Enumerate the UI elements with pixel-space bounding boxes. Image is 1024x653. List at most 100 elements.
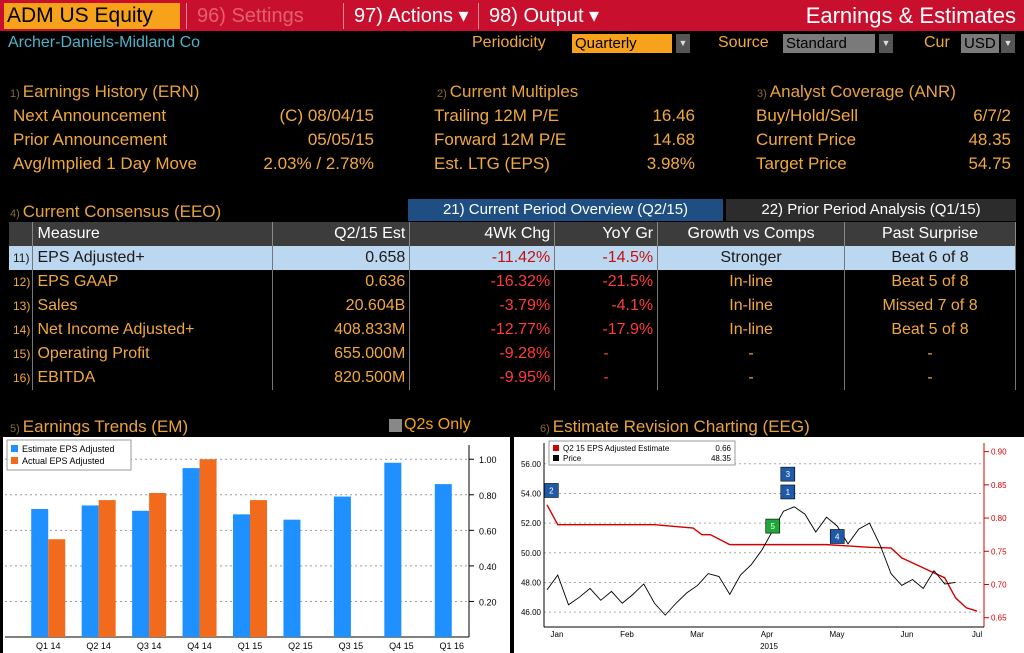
ticker-field[interactable]: ADM US Equity [4, 3, 180, 29]
column-header-measure[interactable]: Measure [32, 222, 274, 246]
output-menu[interactable]: 98) Output ▾ [478, 3, 624, 29]
row-surprise: - [844, 366, 1016, 390]
legend-swatch [553, 455, 559, 461]
prior-announcement-label: Prior Announcement [13, 130, 168, 149]
y-tick-label: 0.20 [479, 597, 497, 607]
row-yoy-gr: -4.1% [554, 294, 659, 318]
row-measure[interactable]: Net Income Adjusted+ [32, 318, 274, 342]
earnings-trends-title[interactable]: 5) Earnings Trends (EM) [10, 417, 189, 436]
x-tick-label: Q3 14 [137, 641, 162, 651]
source-select[interactable]: Standard [783, 34, 875, 53]
bar-actual [149, 493, 167, 637]
table-row[interactable]: 14) Net Income Adjusted+ 408.833M -12.77… [9, 318, 1016, 342]
table-row[interactable]: 16) EBITDA 820.500M -9.95% - - - [9, 366, 1016, 390]
x-tick-label: Q2 14 [86, 641, 111, 651]
row-surprise: Missed 7 of 8 [844, 294, 1016, 318]
row-measure[interactable]: Sales [32, 294, 274, 318]
earnings-history-title[interactable]: 1) Earnings History (ERN) [10, 82, 200, 101]
x-tick-label: Q4 14 [187, 641, 212, 651]
y-tick-label: 1.00 [479, 455, 497, 465]
legend-label: Estimate EPS Adjusted [22, 444, 115, 454]
row-measure[interactable]: EPS GAAP [32, 270, 274, 294]
column-header-growth-vs-comps[interactable]: Growth vs Comps [657, 222, 846, 246]
column-header-estimate[interactable]: Q2/15 Est [272, 222, 411, 246]
left-tick-label: 48.00 [521, 578, 542, 587]
estimate-line [546, 504, 978, 612]
earnings-trends-svg: 1.00 0.80 0.60 0.40 0.20 Q1 14 Q2 14 Q3 14 Q4 14… [5, 439, 497, 651]
est-ltg-value: 3.98% [646, 154, 695, 173]
table-row[interactable]: 13) Sales 20.604B -3.79% -4.1% In-line M… [9, 294, 1016, 318]
current-price-label: Current Price [756, 130, 857, 149]
row-surprise: Beat 5 of 8 [844, 270, 1016, 294]
legend-label: Q2 15 EPS Adjusted Estimate [563, 444, 670, 453]
table-row[interactable]: 12) EPS GAAP 0.636 -16.32% -21.5% In-lin… [9, 270, 1016, 294]
table-row[interactable]: 15) Operating Profit 655.000M -9.28% - -… [9, 342, 1016, 366]
event-marker [765, 518, 781, 534]
column-header-yoy-gr[interactable]: YoY Gr [554, 222, 659, 246]
source-label: Source [718, 34, 769, 51]
row-index: 16) [9, 366, 34, 390]
x-tick-label: Q1 15 [238, 641, 263, 651]
column-header-4wk-chg[interactable]: 4Wk Chg [409, 222, 556, 246]
consensus-table: Measure Q2/15 Est 4Wk Chg YoY Gr Growth … [9, 222, 1016, 390]
right-tick-label: 0.75 [991, 547, 1007, 556]
row-estimate: 408.833M [272, 318, 411, 342]
event-marker-label: 2 [549, 486, 554, 495]
row-surprise: - [844, 342, 1016, 366]
event-marker [829, 529, 845, 544]
q2s-only-checkbox[interactable] [389, 419, 402, 432]
row-4wk-chg: -12.77% [409, 318, 556, 342]
row-measure[interactable]: EPS Adjusted+ [32, 246, 274, 270]
currency-dropdown-icon[interactable]: ▼ [1001, 34, 1015, 53]
x-tick-label: Feb [620, 630, 634, 639]
periodicity-dropdown-icon[interactable]: ▼ [676, 34, 690, 53]
forward-pe-value: 14.68 [652, 130, 695, 149]
analyst-coverage-title[interactable]: 3) Analyst Coverage (ANR) [757, 82, 956, 101]
row-estimate: 655.000M [272, 342, 411, 366]
source-dropdown-icon[interactable]: ▼ [879, 34, 893, 53]
row-index: 12) [9, 270, 34, 294]
row-surprise: Beat 6 of 8 [844, 246, 1016, 270]
x-tick-label: Jul [972, 630, 982, 639]
x-tick-label: Q1 14 [36, 641, 61, 651]
event-marker-label: 4 [835, 532, 840, 541]
bar-estimate [31, 509, 49, 637]
periodicity-select[interactable]: Quarterly [572, 34, 672, 53]
settings-menu[interactable]: 96) Settings [186, 3, 338, 29]
tab-prior-period[interactable]: 22) Prior Period Analysis (Q1/15) [726, 199, 1016, 221]
page-title: Earnings & Estimates [805, 3, 1016, 28]
revision-chart-title[interactable]: 6) Estimate Revision Charting (EEG) [540, 417, 810, 436]
bar-estimate [182, 468, 200, 637]
row-surprise: Beat 5 of 8 [844, 318, 1016, 342]
row-measure[interactable]: Operating Profit [32, 342, 274, 366]
legend-box [6, 439, 132, 471]
next-announcement-value: (C) 08/04/15 [279, 106, 375, 125]
column-header-past-surprise[interactable]: Past Surprise [844, 222, 1016, 246]
current-price-value: 48.35 [968, 130, 1011, 149]
q2s-only-label[interactable]: Q2s Only [404, 416, 471, 433]
table-row[interactable]: 11) EPS Adjusted+ 0.658 -11.42% -14.5% S… [9, 246, 1016, 270]
row-4wk-chg: -3.79% [409, 294, 556, 318]
row-yoy-gr: -17.9% [554, 318, 659, 342]
right-tick-label: 0.85 [991, 481, 1007, 490]
y-tick-label: 0.40 [479, 562, 497, 572]
row-yoy-gr: - [554, 366, 659, 390]
row-estimate: 820.500M [272, 366, 411, 390]
row-yoy-gr: -14.5% [554, 246, 659, 270]
header-index [9, 222, 34, 246]
row-yoy-gr: -21.5% [554, 270, 659, 294]
tab-current-period[interactable]: 21) Current Period Overview (Q2/15) [408, 199, 723, 221]
prior-announcement-value: 05/05/15 [307, 130, 374, 149]
left-tick-label: 56.00 [521, 460, 542, 469]
bar-estimate [132, 510, 150, 637]
row-estimate: 0.658 [272, 246, 411, 270]
table-header: Measure Q2/15 Est 4Wk Chg YoY Gr Growth … [9, 222, 1016, 246]
consensus-title[interactable]: 4) Current Consensus (EEO) [10, 202, 222, 221]
revision-chart: 56.00 54.00 52.00 50.00 48.00 46.00 0.90 0.85 0.… [514, 437, 1024, 653]
row-growth: - [657, 342, 846, 366]
actions-menu[interactable]: 97) Actions ▾ [343, 3, 473, 29]
row-index: 13) [9, 294, 34, 318]
row-measure[interactable]: EBITDA [32, 366, 274, 390]
left-tick-label: 54.00 [521, 489, 542, 498]
currency-select[interactable]: USD [961, 34, 999, 53]
